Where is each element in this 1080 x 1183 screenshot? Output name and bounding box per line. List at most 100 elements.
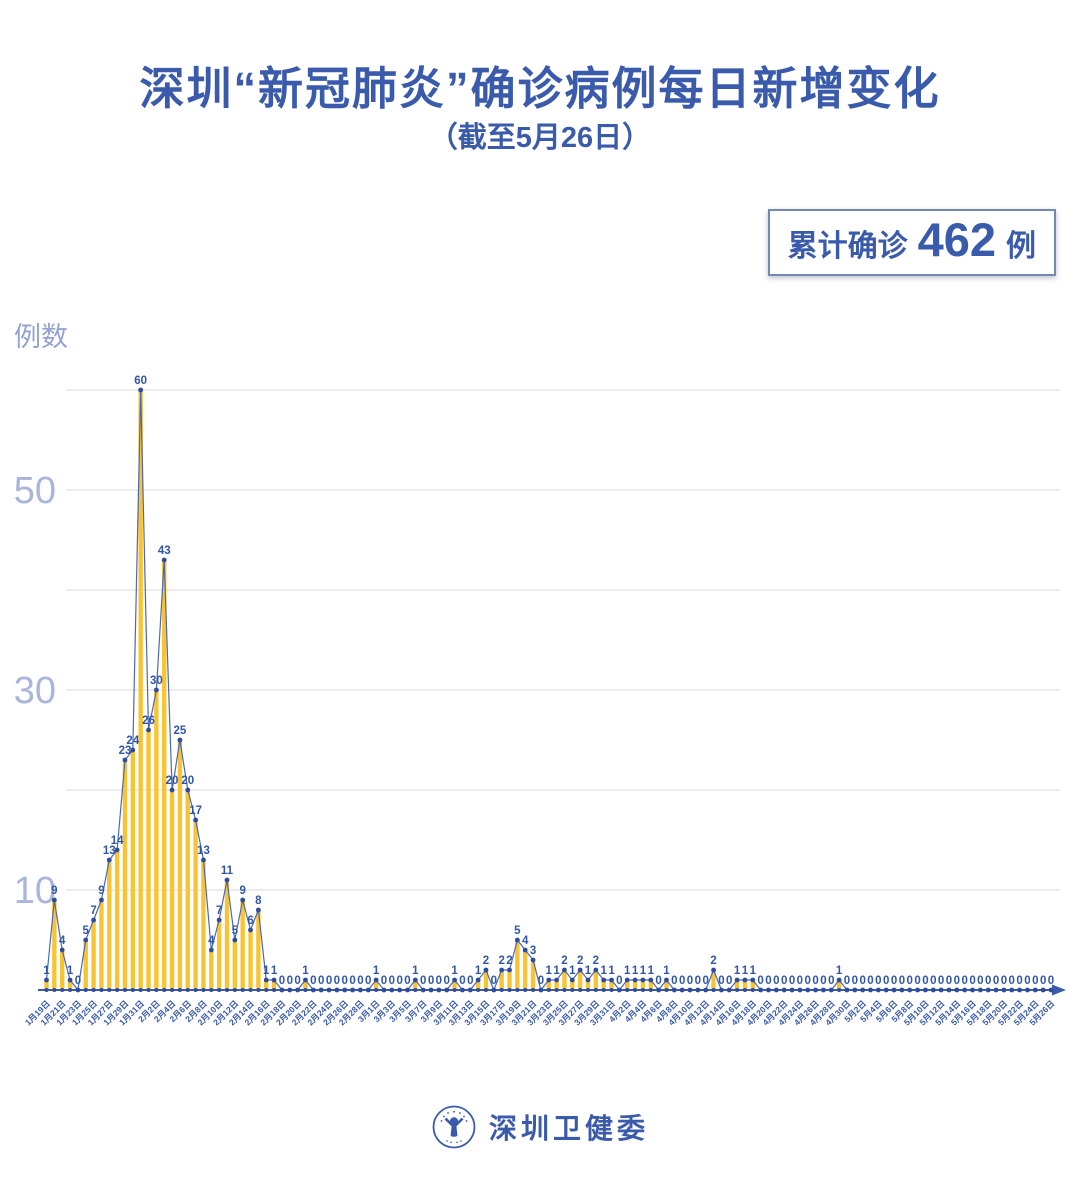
data-point — [648, 977, 654, 983]
data-point — [962, 987, 968, 993]
axis-dot — [122, 988, 127, 992]
data-point — [1001, 987, 1007, 993]
axis-dot — [154, 988, 159, 992]
data-point — [153, 687, 159, 693]
value-label: 0 — [930, 975, 936, 987]
bar — [99, 900, 104, 990]
value-label: 0 — [726, 975, 732, 987]
value-label: 2 — [710, 955, 716, 967]
value-label: 0 — [718, 975, 724, 987]
data-point — [365, 987, 371, 993]
data-point — [836, 977, 842, 983]
bar — [114, 850, 120, 990]
data-point — [412, 977, 418, 983]
value-label: 0 — [671, 975, 677, 987]
bar — [232, 940, 238, 990]
value-label: 0 — [75, 975, 81, 987]
data-point — [554, 977, 559, 983]
data-point — [687, 987, 693, 993]
data-point — [342, 987, 348, 993]
value-label: 0 — [1024, 975, 1030, 987]
data-point — [930, 987, 936, 993]
daily-new-cases-chart: 例数10305019410579131423246026304320252017… — [14, 322, 1066, 1027]
data-point — [405, 987, 410, 993]
value-label: 0 — [655, 975, 661, 987]
data-point — [609, 977, 614, 983]
axis-dot — [523, 988, 528, 992]
y-tick-label: 50 — [14, 470, 56, 512]
data-point — [208, 947, 214, 953]
axis-dot — [593, 988, 598, 992]
value-label: 2 — [593, 955, 599, 967]
value-label: 0 — [695, 975, 701, 987]
data-point — [138, 387, 144, 393]
data-point — [91, 917, 96, 923]
value-label: 2 — [577, 955, 583, 967]
axis-dot — [664, 988, 669, 992]
data-point — [923, 987, 928, 993]
bar — [91, 920, 96, 990]
axis-dot — [640, 988, 645, 992]
value-label: 0 — [922, 975, 928, 987]
data-point — [711, 967, 716, 973]
value-label: 0 — [349, 975, 355, 987]
data-point — [255, 907, 261, 913]
value-label: 1 — [600, 965, 607, 977]
axis-dot — [750, 988, 755, 992]
data-point — [750, 977, 756, 983]
bar — [742, 980, 748, 990]
axis-dot — [374, 988, 379, 992]
bar — [107, 860, 112, 990]
bar — [169, 790, 175, 990]
data-point — [106, 857, 112, 863]
value-label: 0 — [318, 975, 324, 987]
value-label: 5 — [514, 925, 521, 937]
data-point — [350, 987, 355, 993]
data-point — [475, 977, 481, 983]
bar — [836, 980, 842, 990]
axis-dot — [648, 988, 653, 992]
bar — [130, 750, 136, 990]
data-point — [813, 987, 818, 993]
data-point — [389, 987, 395, 993]
value-label: 0 — [279, 975, 285, 987]
bar — [271, 980, 277, 990]
axis-dot — [170, 988, 175, 992]
axis-dot — [562, 988, 567, 992]
value-label: 0 — [436, 975, 442, 987]
data-point — [201, 857, 206, 863]
value-label: 0 — [342, 975, 348, 987]
data-point — [970, 987, 975, 993]
axis-dot — [232, 988, 237, 992]
value-label: 0 — [820, 975, 826, 987]
value-label: 0 — [357, 975, 363, 987]
data-point — [499, 967, 505, 973]
data-point — [130, 747, 136, 753]
data-point — [507, 967, 512, 973]
bar — [224, 880, 230, 990]
data-point — [985, 987, 991, 993]
axis-dot — [209, 988, 214, 992]
data-point — [467, 987, 473, 993]
bar — [507, 970, 512, 990]
value-label: 0 — [310, 975, 316, 987]
axis-dot — [264, 988, 269, 992]
axis-dot — [115, 988, 120, 992]
axis-dot — [248, 988, 253, 992]
axis-dot — [138, 988, 143, 992]
bar — [122, 760, 128, 990]
data-point — [420, 987, 426, 993]
data-point — [59, 947, 65, 953]
y-tick-label: 10 — [14, 870, 56, 912]
value-label: 60 — [134, 375, 147, 387]
value-label: 0 — [969, 975, 975, 987]
value-label: 0 — [867, 975, 873, 987]
value-label: 13 — [103, 845, 116, 857]
value-label: 4 — [59, 935, 66, 947]
value-label: 0 — [1032, 975, 1038, 987]
data-point — [1009, 987, 1015, 993]
value-label: 0 — [1040, 975, 1046, 987]
bar — [193, 820, 198, 990]
data-point — [703, 987, 709, 993]
bar — [625, 980, 630, 990]
